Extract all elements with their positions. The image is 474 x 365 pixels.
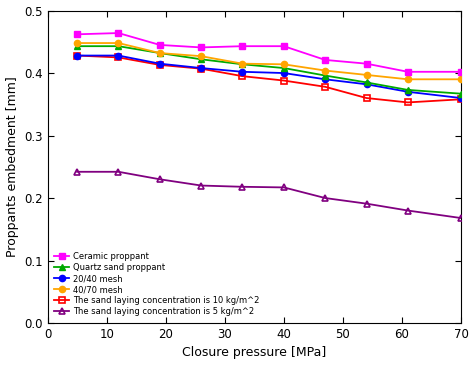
40/70 mesh — [364, 73, 369, 77]
20/40 mesh — [364, 82, 369, 87]
Quartz sand proppant — [240, 62, 246, 66]
Ceramic proppant — [405, 70, 410, 74]
40/70 mesh — [405, 77, 410, 81]
20/40 mesh — [198, 66, 204, 70]
40/70 mesh — [240, 61, 246, 66]
The sand laying concentration is 5 kg/m^2 — [405, 208, 410, 213]
20/40 mesh — [281, 71, 287, 75]
Ceramic proppant — [198, 45, 204, 50]
The sand laying concentration is 5 kg/m^2 — [458, 216, 464, 220]
40/70 mesh — [198, 54, 204, 58]
20/40 mesh — [240, 70, 246, 74]
Line: Quartz sand proppant: Quartz sand proppant — [73, 43, 465, 97]
Line: Ceramic proppant: Ceramic proppant — [74, 30, 464, 75]
20/40 mesh — [458, 96, 464, 100]
The sand laying concentration is 5 kg/m^2 — [74, 170, 80, 174]
Quartz sand proppant — [157, 51, 163, 55]
Quartz sand proppant — [322, 73, 328, 78]
Y-axis label: Proppants embedment [mm]: Proppants embedment [mm] — [6, 76, 18, 257]
Ceramic proppant — [157, 43, 163, 47]
Ceramic proppant — [458, 70, 464, 74]
Quartz sand proppant — [458, 92, 464, 96]
20/40 mesh — [405, 90, 410, 94]
Quartz sand proppant — [281, 66, 287, 70]
Line: The sand laying concentration is 10 kg/m^2: The sand laying concentration is 10 kg/m… — [74, 53, 464, 105]
The sand laying concentration is 10 kg/m^2 — [405, 100, 410, 105]
40/70 mesh — [458, 77, 464, 81]
The sand laying concentration is 10 kg/m^2 — [116, 55, 121, 59]
The sand laying concentration is 5 kg/m^2 — [116, 170, 121, 174]
The sand laying concentration is 10 kg/m^2 — [74, 53, 80, 58]
40/70 mesh — [157, 51, 163, 55]
Quartz sand proppant — [116, 44, 121, 49]
Line: 40/70 mesh: 40/70 mesh — [74, 40, 464, 82]
Ceramic proppant — [116, 31, 121, 35]
Quartz sand proppant — [364, 80, 369, 85]
Ceramic proppant — [322, 58, 328, 62]
The sand laying concentration is 10 kg/m^2 — [240, 74, 246, 78]
40/70 mesh — [322, 68, 328, 73]
Ceramic proppant — [281, 44, 287, 49]
The sand laying concentration is 10 kg/m^2 — [198, 66, 204, 71]
The sand laying concentration is 10 kg/m^2 — [458, 97, 464, 101]
The sand laying concentration is 5 kg/m^2 — [240, 185, 246, 189]
The sand laying concentration is 5 kg/m^2 — [157, 177, 163, 181]
The sand laying concentration is 10 kg/m^2 — [322, 85, 328, 89]
20/40 mesh — [322, 77, 328, 81]
Quartz sand proppant — [405, 88, 410, 92]
40/70 mesh — [281, 62, 287, 66]
20/40 mesh — [157, 61, 163, 66]
The sand laying concentration is 5 kg/m^2 — [281, 185, 287, 189]
The sand laying concentration is 10 kg/m^2 — [364, 96, 369, 100]
Line: 20/40 mesh: 20/40 mesh — [74, 53, 464, 101]
The sand laying concentration is 5 kg/m^2 — [364, 201, 369, 206]
Quartz sand proppant — [74, 44, 80, 49]
Quartz sand proppant — [198, 57, 204, 61]
20/40 mesh — [74, 53, 80, 58]
X-axis label: Closure pressure [MPa]: Closure pressure [MPa] — [182, 346, 327, 360]
Legend: Ceramic proppant, Quartz sand proppant, 20/40 mesh, 40/70 mesh, The sand laying : Ceramic proppant, Quartz sand proppant, … — [52, 249, 262, 319]
Ceramic proppant — [364, 61, 369, 66]
The sand laying concentration is 5 kg/m^2 — [322, 196, 328, 200]
The sand laying concentration is 5 kg/m^2 — [198, 183, 204, 188]
Ceramic proppant — [74, 32, 80, 36]
Line: The sand laying concentration is 5 kg/m^2: The sand laying concentration is 5 kg/m^… — [73, 168, 465, 222]
The sand laying concentration is 10 kg/m^2 — [281, 78, 287, 83]
40/70 mesh — [116, 41, 121, 45]
40/70 mesh — [74, 41, 80, 45]
The sand laying concentration is 10 kg/m^2 — [157, 63, 163, 67]
Ceramic proppant — [240, 44, 246, 49]
20/40 mesh — [116, 53, 121, 58]
